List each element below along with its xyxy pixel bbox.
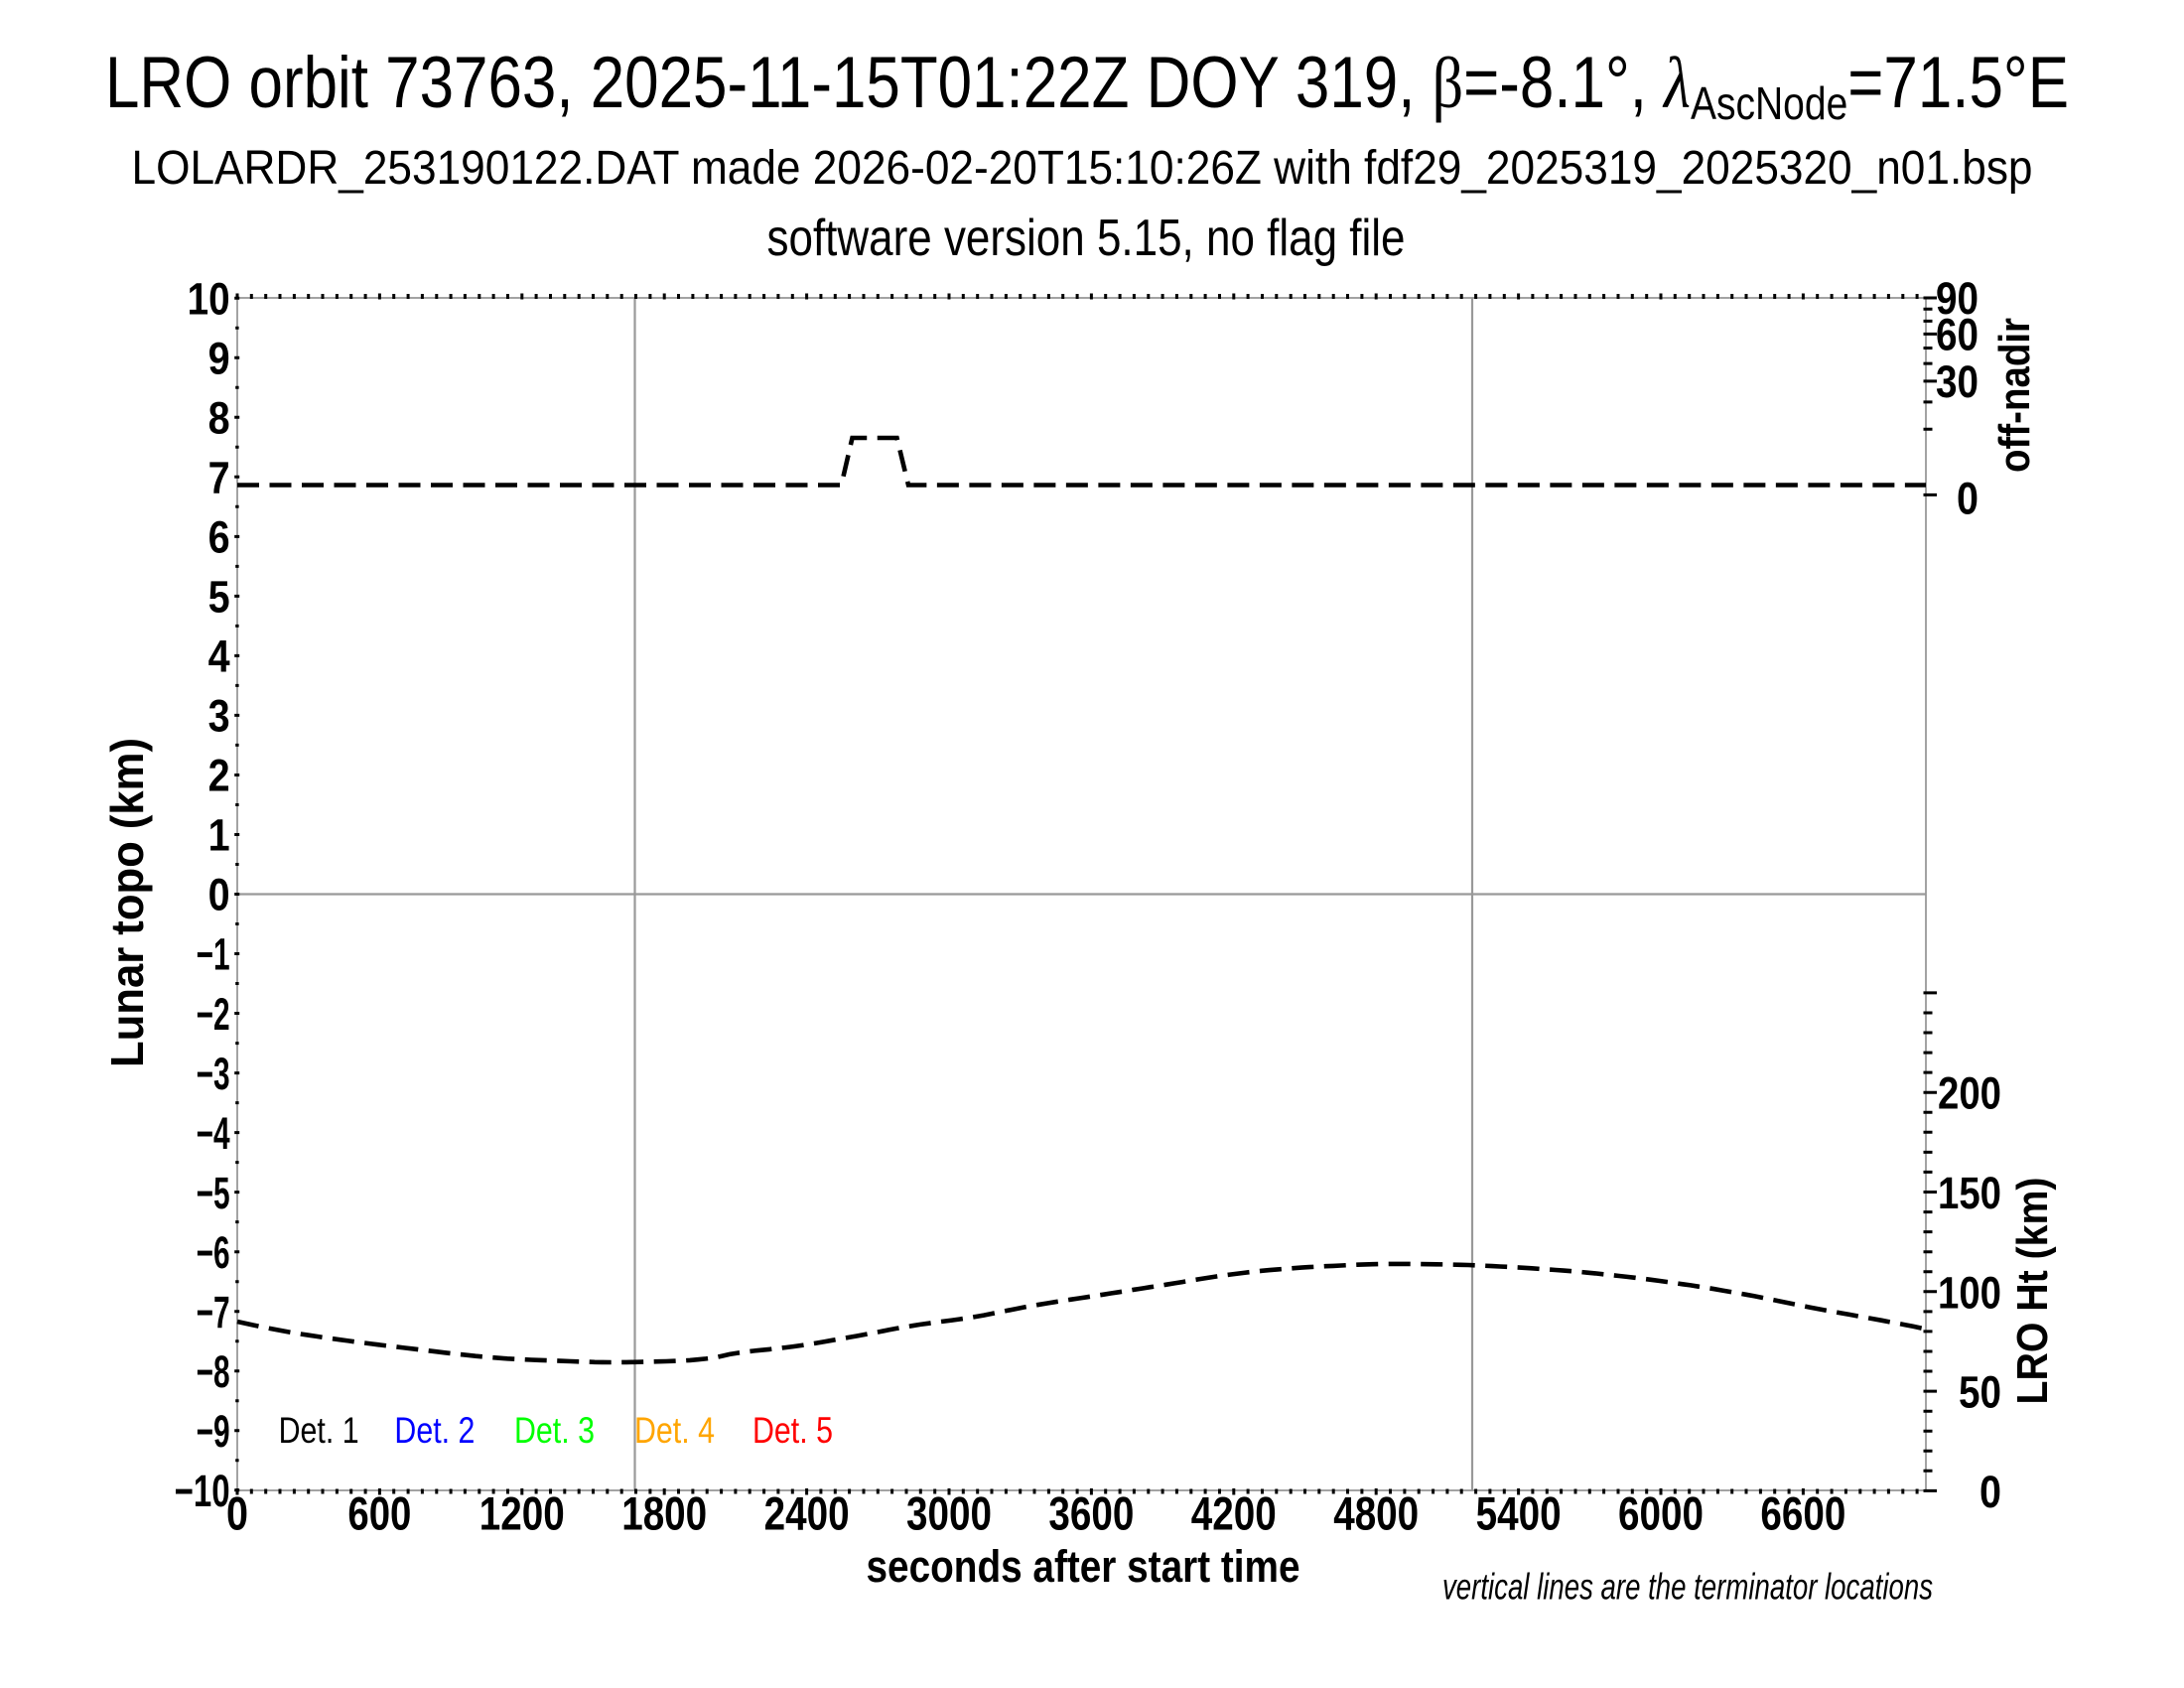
svg-text:−8: −8 bbox=[197, 1346, 230, 1397]
svg-text:6: 6 bbox=[208, 512, 230, 563]
svg-text:LOLARDR_253190122.DAT made 202: LOLARDR_253190122.DAT made 2026-02-20T15… bbox=[132, 142, 2033, 195]
svg-text:Lunar topo (km): Lunar topo (km) bbox=[101, 738, 153, 1067]
svg-text:−9: −9 bbox=[197, 1406, 230, 1457]
svg-text:−7: −7 bbox=[197, 1287, 230, 1337]
svg-text:200: 200 bbox=[1938, 1068, 2001, 1119]
svg-text:vertical lines are the termina: vertical lines are the terminator locati… bbox=[1442, 1566, 1933, 1607]
svg-text:0: 0 bbox=[1957, 474, 1979, 524]
svg-text:Det. 2: Det. 2 bbox=[394, 1410, 475, 1451]
svg-text:0: 0 bbox=[1979, 1467, 2001, 1517]
svg-text:2: 2 bbox=[208, 751, 230, 801]
svg-text:90: 90 bbox=[1936, 273, 1979, 324]
svg-text:100: 100 bbox=[1938, 1267, 2001, 1318]
svg-text:−6: −6 bbox=[197, 1227, 230, 1278]
svg-text:4800: 4800 bbox=[1333, 1487, 1419, 1540]
svg-text:10: 10 bbox=[188, 273, 230, 324]
svg-text:−4: −4 bbox=[197, 1108, 230, 1159]
svg-text:7: 7 bbox=[208, 453, 230, 503]
svg-text:−3: −3 bbox=[197, 1049, 230, 1099]
svg-text:30: 30 bbox=[1936, 356, 1979, 407]
svg-text:3600: 3600 bbox=[1048, 1487, 1134, 1540]
svg-text:4200: 4200 bbox=[1191, 1487, 1277, 1540]
svg-text:Det. 3: Det. 3 bbox=[514, 1410, 595, 1451]
svg-text:Det. 5: Det. 5 bbox=[752, 1410, 833, 1451]
svg-text:6600: 6600 bbox=[1760, 1487, 1845, 1540]
svg-text:2400: 2400 bbox=[764, 1487, 850, 1540]
svg-text:4: 4 bbox=[208, 632, 230, 682]
svg-text:1: 1 bbox=[208, 810, 230, 861]
svg-text:600: 600 bbox=[347, 1487, 411, 1540]
svg-text:3000: 3000 bbox=[906, 1487, 992, 1540]
svg-text:9: 9 bbox=[208, 333, 230, 383]
svg-text:Det. 1: Det. 1 bbox=[279, 1410, 359, 1451]
svg-text:0: 0 bbox=[226, 1487, 248, 1540]
svg-text:5: 5 bbox=[208, 572, 230, 623]
svg-text:60: 60 bbox=[1936, 310, 1979, 360]
svg-text:150: 150 bbox=[1938, 1168, 2001, 1218]
svg-text:off-nadir: off-nadir bbox=[1990, 318, 2039, 473]
svg-text:LRO Ht (km): LRO Ht (km) bbox=[2008, 1178, 2057, 1405]
svg-text:3: 3 bbox=[208, 691, 230, 742]
svg-text:software version 5.15, no flag: software version 5.15, no flag file bbox=[767, 210, 1406, 267]
svg-text:−5: −5 bbox=[197, 1168, 230, 1218]
svg-text:−1: −1 bbox=[197, 929, 230, 980]
svg-text:Det. 4: Det. 4 bbox=[634, 1410, 715, 1451]
svg-text:−10: −10 bbox=[175, 1466, 230, 1516]
svg-text:0: 0 bbox=[208, 870, 230, 920]
svg-text:50: 50 bbox=[1959, 1367, 2001, 1418]
svg-text:6000: 6000 bbox=[1618, 1487, 1704, 1540]
svg-text:1800: 1800 bbox=[621, 1487, 707, 1540]
svg-text:8: 8 bbox=[208, 393, 230, 444]
svg-text:seconds after start time: seconds after start time bbox=[867, 1541, 1300, 1592]
svg-text:−2: −2 bbox=[197, 989, 230, 1040]
svg-text:1200: 1200 bbox=[479, 1487, 565, 1540]
svg-text:5400: 5400 bbox=[1476, 1487, 1562, 1540]
svg-text:LRO orbit 73763, 2025-11-15T01: LRO orbit 73763, 2025-11-15T01:22Z DOY 3… bbox=[105, 43, 2069, 129]
